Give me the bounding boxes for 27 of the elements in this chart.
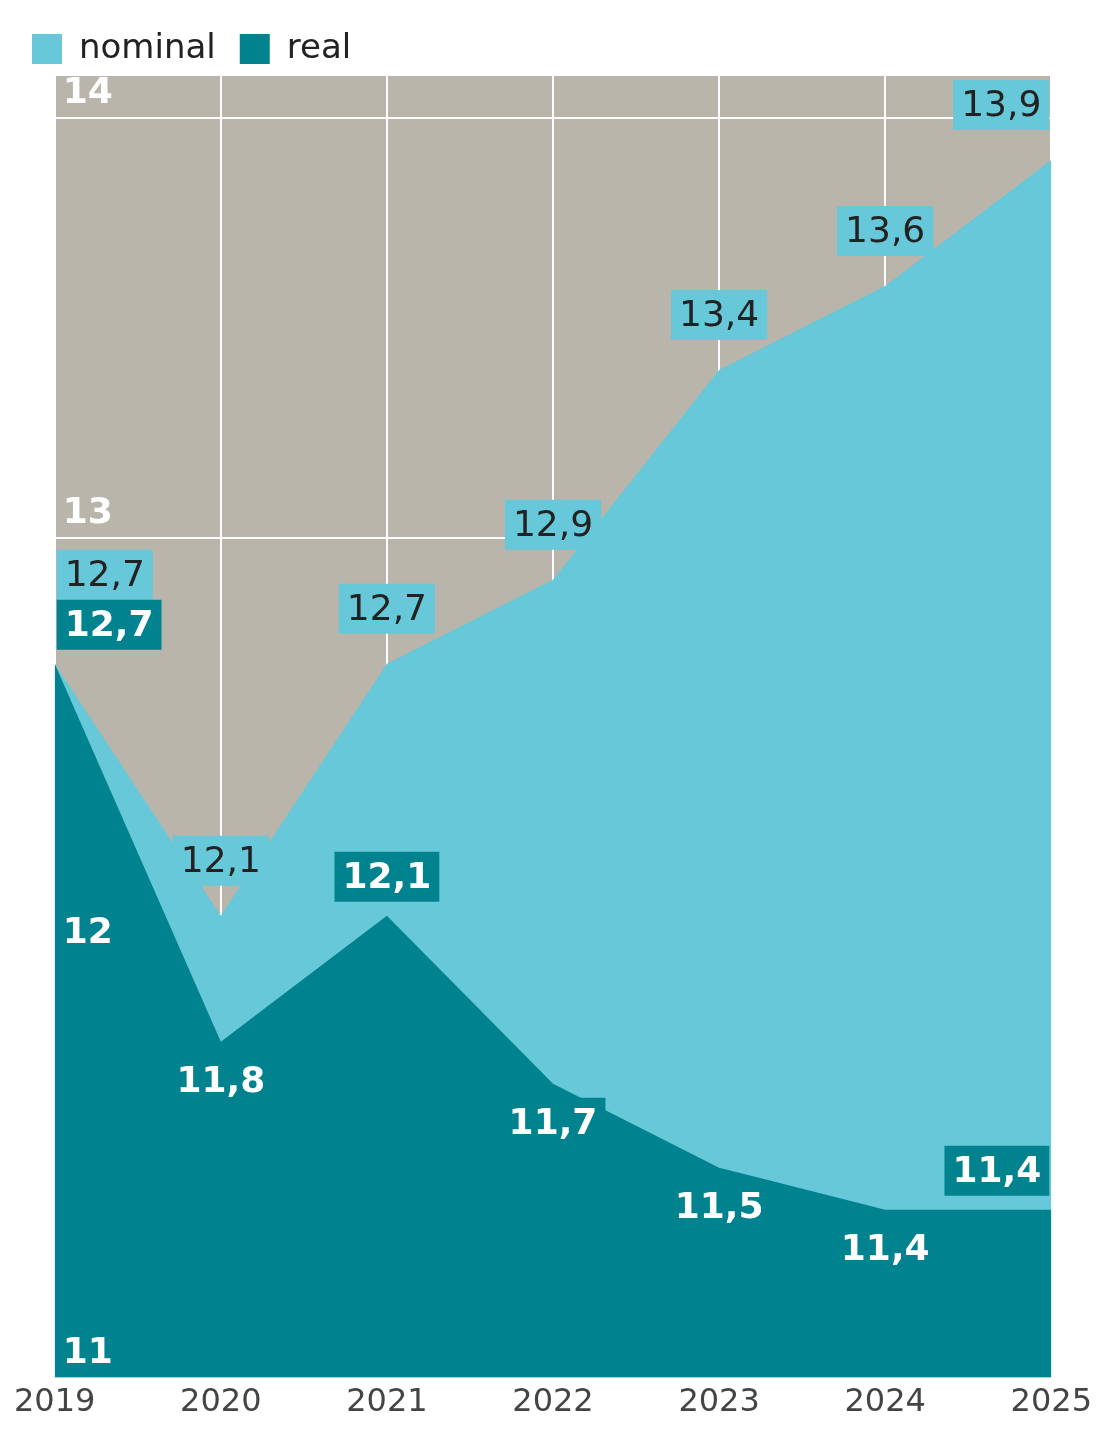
data-label: 12,7 [346,587,427,629]
y-tick-label: 13 [62,490,113,532]
data-label: 12,7 [64,553,145,595]
data-label: 11,8 [176,1059,266,1101]
legend-label: real [286,25,352,66]
data-label: 11,5 [674,1185,764,1227]
y-tick-label: 14 [62,70,113,112]
x-tick-label: 2025 [1010,1381,1092,1420]
x-tick-label: 2022 [512,1381,594,1420]
y-tick-label: 12 [62,910,113,952]
x-tick-label: 2023 [678,1381,760,1420]
data-label: 13,4 [679,293,760,335]
x-tick-label: 2020 [180,1381,262,1420]
data-label: 12,9 [512,503,594,545]
data-label: 12,1 [342,855,432,897]
data-label: 13,9 [961,83,1042,125]
x-tick-label: 2019 [14,1381,96,1420]
data-label: 11,4 [840,1227,930,1269]
x-tick-label: 2021 [346,1381,428,1420]
data-label: 12,1 [180,839,261,881]
y-tick-label: 11 [62,1329,113,1371]
x-tick-label: 2024 [844,1381,926,1420]
legend-label: nominal [79,25,216,66]
data-label: 13,6 [845,209,926,251]
data-label: 11,4 [952,1149,1042,1191]
data-label: 12,7 [64,603,154,645]
data-label: 11,7 [508,1101,598,1143]
